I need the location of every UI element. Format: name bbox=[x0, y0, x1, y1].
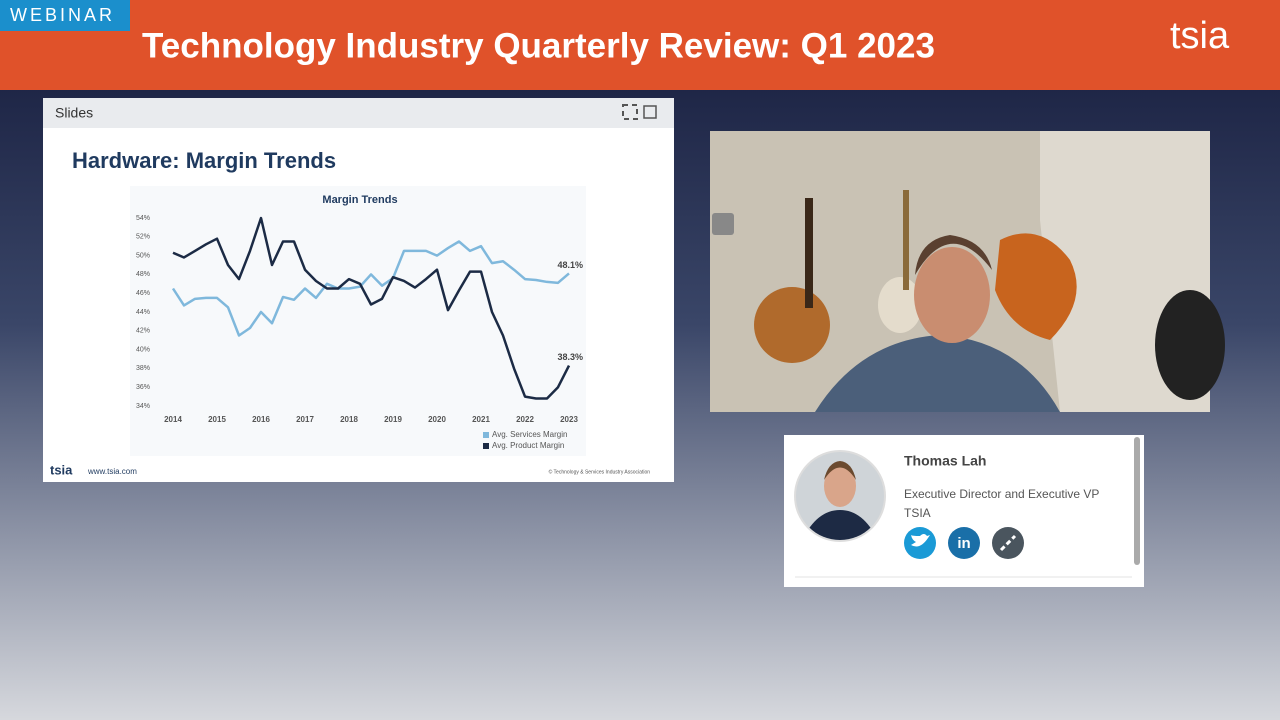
guitar-neck bbox=[903, 190, 909, 290]
x-tick-label: 2021 bbox=[472, 415, 490, 424]
line bbox=[172, 216, 571, 400]
slides-header bbox=[43, 98, 674, 128]
guitar-neck bbox=[805, 198, 813, 308]
guitar bbox=[754, 287, 830, 363]
person-hair bbox=[915, 235, 992, 275]
legend-swatch bbox=[483, 443, 489, 449]
y-tick-label: 54% bbox=[136, 215, 150, 222]
y-tick-label: 40% bbox=[136, 346, 150, 353]
y-tick-label: 36% bbox=[136, 384, 150, 391]
slide-heading: Hardware: Margin Trends bbox=[72, 148, 336, 173]
chair bbox=[1155, 290, 1225, 400]
phone-button[interactable] bbox=[712, 213, 734, 235]
header-bar bbox=[0, 0, 1280, 90]
x-tick-label: 2019 bbox=[384, 415, 402, 424]
footer-url: www.tsia.com bbox=[87, 467, 137, 476]
person-body bbox=[815, 335, 1060, 412]
badge bbox=[0, 0, 130, 31]
x-tick-label: 2015 bbox=[208, 415, 226, 424]
linkedin-icon: in bbox=[957, 535, 970, 552]
speaker-role: Executive Director and Executive VP bbox=[904, 487, 1099, 501]
scrollbar[interactable] bbox=[1134, 437, 1140, 565]
footer-logo: tsia bbox=[50, 462, 73, 477]
y-tick-label: 48% bbox=[136, 271, 150, 278]
slides-label: Slides bbox=[55, 105, 93, 121]
y-tick-label: 52% bbox=[136, 234, 150, 241]
decor bbox=[995, 233, 1077, 340]
guitar bbox=[878, 277, 922, 333]
badge-text: WEBINAR bbox=[10, 5, 115, 25]
x-tick-label: 2022 bbox=[516, 415, 534, 424]
y-tick-label: 46% bbox=[136, 290, 150, 297]
avatar-hair bbox=[824, 461, 856, 480]
legend-label: Avg. Services Margin bbox=[492, 430, 567, 439]
avatar-face bbox=[824, 465, 856, 507]
footer-copyright: © Technology & Services Industry Associa… bbox=[549, 468, 651, 475]
webinar-title: Technology Industry Quarterly Review: Q1… bbox=[142, 26, 935, 65]
x-tick-label: 2017 bbox=[296, 415, 314, 424]
speaker-org: TSIA bbox=[904, 506, 931, 520]
fullscreen-button[interactable] bbox=[622, 104, 638, 120]
line bbox=[171, 240, 570, 337]
legend-label: Avg. Product Margin bbox=[492, 441, 564, 450]
value-label: 48.1% bbox=[557, 260, 583, 270]
x-tick-label: 2014 bbox=[164, 415, 182, 424]
chart-title: Margin Trends bbox=[322, 194, 397, 206]
legend-swatch bbox=[483, 432, 489, 438]
person-head bbox=[914, 247, 990, 343]
x-tick-label: 2023 bbox=[560, 415, 578, 424]
x-tick-label: 2018 bbox=[340, 415, 358, 424]
value-label: 38.3% bbox=[557, 352, 583, 362]
chart-area bbox=[130, 186, 586, 456]
x-tick-label: 2016 bbox=[252, 415, 270, 424]
logo: tsia bbox=[1170, 15, 1230, 57]
linkedin-button[interactable] bbox=[948, 527, 980, 559]
x-tick-label: 2020 bbox=[428, 415, 446, 424]
twitter-icon bbox=[911, 534, 930, 547]
link-icon bbox=[999, 534, 1017, 552]
y-tick-label: 42% bbox=[136, 328, 150, 335]
y-tick-label: 50% bbox=[136, 252, 150, 259]
popout-button[interactable] bbox=[643, 105, 657, 119]
y-tick-label: 34% bbox=[136, 403, 150, 410]
y-tick-label: 44% bbox=[136, 309, 150, 316]
speaker-name: Thomas Lah bbox=[904, 453, 986, 469]
y-tick-label: 38% bbox=[136, 365, 150, 372]
